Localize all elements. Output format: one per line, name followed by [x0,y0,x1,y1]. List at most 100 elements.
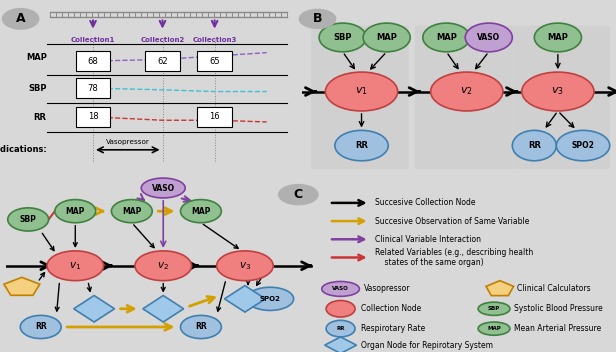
FancyArrowPatch shape [476,54,487,69]
Text: Collection2: Collection2 [140,37,185,43]
Polygon shape [224,285,265,312]
Text: $v_2$: $v_2$ [460,86,473,98]
Ellipse shape [534,23,582,52]
Text: SPO2: SPO2 [572,141,594,150]
Text: VASO: VASO [332,287,349,291]
FancyArrowPatch shape [448,54,458,69]
FancyArrowPatch shape [161,283,165,291]
Text: Respirotary Rate: Respirotary Rate [361,324,425,333]
Text: RR: RR [195,322,207,332]
FancyArrowPatch shape [556,55,560,68]
Text: Clinical Variable Interaction: Clinical Variable Interaction [375,235,481,244]
Circle shape [325,72,398,111]
Ellipse shape [319,23,367,52]
Text: 68: 68 [87,57,99,65]
Text: $v_1$: $v_1$ [355,86,368,98]
Text: VASO: VASO [152,183,175,193]
Text: MAP: MAP [548,33,569,42]
Ellipse shape [180,200,221,223]
Polygon shape [486,281,514,296]
FancyArrowPatch shape [359,114,364,126]
Polygon shape [74,296,115,322]
Text: Collection Node: Collection Node [361,304,421,313]
Text: MAP: MAP [122,207,142,216]
Text: MAP: MAP [436,33,457,42]
FancyBboxPatch shape [197,107,232,127]
FancyBboxPatch shape [415,26,513,169]
FancyArrowPatch shape [217,282,225,311]
Text: MAP: MAP [65,207,85,216]
FancyArrowPatch shape [39,272,44,280]
Ellipse shape [363,23,410,52]
Ellipse shape [465,23,513,52]
FancyArrowPatch shape [246,280,250,284]
Ellipse shape [478,322,510,335]
Ellipse shape [556,130,610,161]
FancyArrowPatch shape [55,283,59,311]
Text: MAP: MAP [191,207,211,216]
Text: $v_3$: $v_3$ [239,260,251,272]
Circle shape [217,251,274,281]
FancyArrowPatch shape [344,54,354,69]
Text: MAP: MAP [26,53,47,62]
Circle shape [431,72,503,111]
Polygon shape [4,277,40,295]
Text: Vasopressor: Vasopressor [363,284,410,294]
Text: Collection3: Collection3 [192,37,237,43]
Circle shape [2,8,39,30]
FancyBboxPatch shape [145,51,180,71]
Ellipse shape [423,23,470,52]
Text: 62: 62 [157,57,168,65]
Ellipse shape [513,130,556,161]
Circle shape [326,301,355,317]
FancyArrowPatch shape [203,224,238,249]
Text: Succesive Observation of Same Variable: Succesive Observation of Same Variable [375,216,530,226]
Text: SBP: SBP [333,33,352,42]
Text: $v_3$: $v_3$ [551,86,564,98]
FancyArrowPatch shape [161,201,166,246]
Text: Related Variables (e.g., describing health
    states of the same organ): Related Variables (e.g., describing heal… [375,248,533,267]
Text: Systolic Blood Pressure: Systolic Blood Pressure [514,304,603,313]
Ellipse shape [111,200,152,223]
Ellipse shape [141,178,185,198]
Text: $v_2$: $v_2$ [157,260,169,272]
Text: SPO2: SPO2 [259,296,280,302]
FancyArrowPatch shape [257,276,262,285]
FancyArrowPatch shape [134,225,154,248]
Text: 16: 16 [209,112,220,121]
FancyArrowPatch shape [371,54,385,69]
Circle shape [299,9,336,29]
Ellipse shape [20,315,61,339]
FancyArrowPatch shape [546,113,556,127]
Text: MAP: MAP [376,33,397,42]
FancyBboxPatch shape [311,26,408,169]
Text: Clinical Calculators: Clinical Calculators [517,284,591,294]
Text: RR: RR [336,326,345,331]
Text: SBP: SBP [488,306,500,311]
FancyArrowPatch shape [43,233,54,251]
Circle shape [326,320,355,337]
Text: $v_1$: $v_1$ [69,260,81,272]
Text: B: B [313,12,322,25]
FancyArrowPatch shape [560,113,573,127]
Text: A: A [16,12,25,25]
Ellipse shape [335,130,388,161]
Text: Medications:: Medications: [0,145,47,154]
Polygon shape [143,296,184,322]
Text: Organ Node for Repirotary System: Organ Node for Repirotary System [361,341,493,350]
Ellipse shape [8,208,49,231]
Ellipse shape [55,200,95,223]
FancyBboxPatch shape [76,107,110,127]
Text: RR: RR [355,141,368,150]
Text: SBP: SBP [20,215,36,224]
Text: RR: RR [34,113,47,122]
Text: RR: RR [528,141,541,150]
Text: 78: 78 [87,84,99,93]
Text: SBP: SBP [28,84,47,93]
Text: 65: 65 [209,57,220,65]
Text: Succesive Collection Node: Succesive Collection Node [375,199,476,207]
Text: 18: 18 [87,112,99,121]
FancyBboxPatch shape [76,78,110,98]
Ellipse shape [478,302,510,315]
Circle shape [47,251,103,281]
